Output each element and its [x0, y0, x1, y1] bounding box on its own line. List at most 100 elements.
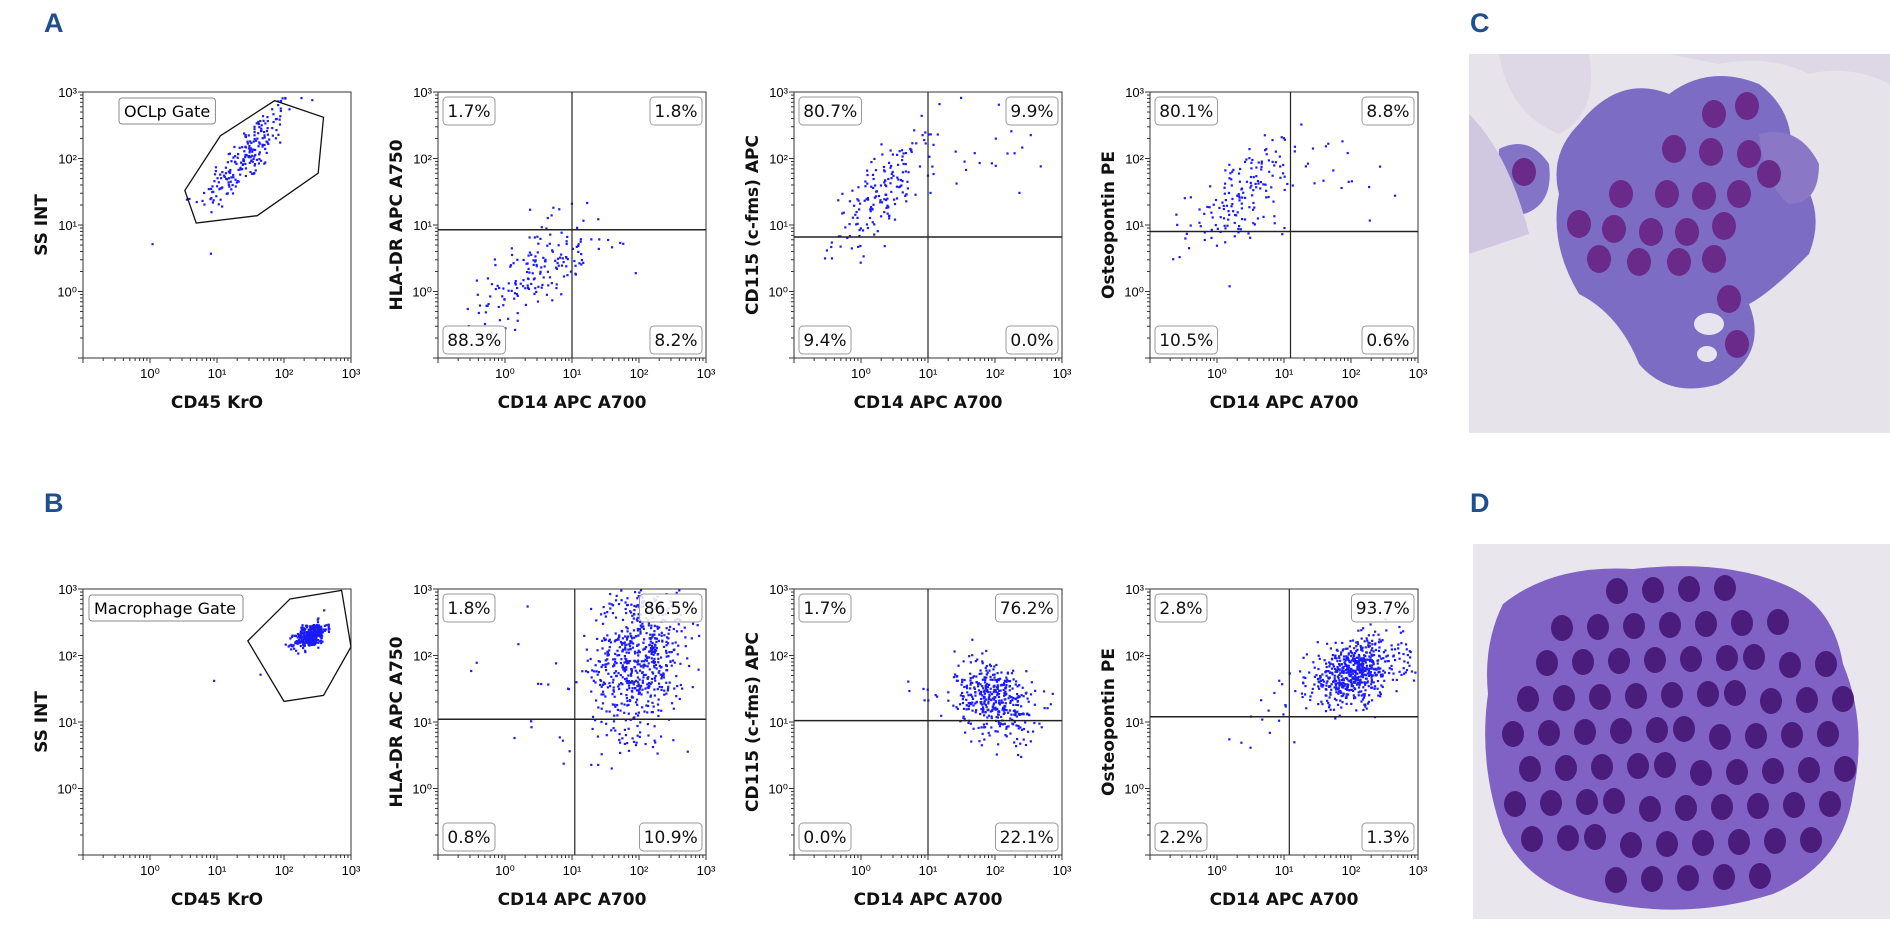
data-point [1343, 662, 1347, 665]
data-point [320, 639, 323, 642]
data-point [864, 180, 867, 183]
data-point [222, 174, 226, 177]
data-point [1378, 165, 1382, 168]
data-point [1222, 207, 1225, 211]
data-point [537, 682, 540, 685]
data-point [969, 672, 972, 675]
x-axis-label: CD14 APC A700 [498, 393, 647, 413]
data-point [1340, 683, 1343, 686]
data-point [649, 682, 652, 685]
data-point [997, 692, 1001, 696]
data-point [996, 707, 999, 711]
y-tick-label: 10⁰ [768, 782, 788, 797]
data-point [1344, 668, 1348, 672]
data-point [1265, 148, 1268, 151]
quadrant-percent-box [798, 822, 852, 852]
data-point [1338, 656, 1341, 659]
data-point [1352, 697, 1356, 700]
data-point [998, 703, 1001, 706]
data-point [979, 702, 983, 705]
data-point [1238, 196, 1241, 199]
data-point [668, 628, 671, 631]
data-point [1249, 175, 1253, 179]
data-point [317, 641, 320, 644]
data-point [651, 677, 654, 680]
data-point [185, 198, 189, 201]
data-point [1009, 699, 1012, 703]
data-point [1236, 194, 1239, 197]
data-point [597, 763, 600, 767]
data-point [1325, 662, 1328, 665]
data-point [678, 697, 681, 701]
data-point [628, 681, 631, 685]
data-point [676, 684, 679, 688]
data-point [574, 272, 577, 275]
data-point [673, 661, 676, 664]
data-point [1359, 646, 1363, 649]
data-point [618, 732, 621, 736]
data-point [610, 729, 613, 732]
data-point [1238, 225, 1241, 228]
data-point [554, 662, 558, 665]
data-point [1350, 668, 1353, 671]
nucleus [1728, 829, 1750, 855]
data-point [684, 645, 687, 648]
data-point [981, 652, 984, 655]
data-point [986, 716, 989, 719]
gate-polygon[interactable] [184, 99, 325, 224]
data-point [507, 282, 510, 285]
data-point [625, 643, 628, 646]
data-point [633, 716, 636, 719]
data-point [640, 625, 643, 628]
data-point [493, 258, 496, 261]
data-point [975, 681, 978, 684]
data-point [855, 210, 858, 214]
data-point [636, 629, 640, 632]
data-point [230, 188, 233, 191]
nucleus [1576, 789, 1598, 815]
data-point [327, 630, 331, 633]
data-point [1338, 655, 1341, 658]
gate-polygon[interactable] [247, 589, 352, 703]
quadrant-percent-box [995, 822, 1059, 852]
data-point [524, 287, 527, 290]
data-point [1226, 224, 1229, 227]
data-point [1379, 640, 1383, 643]
data-point [1364, 677, 1368, 680]
data-point [1342, 694, 1345, 697]
data-point [1355, 662, 1359, 665]
data-point [1003, 692, 1006, 695]
data-point [1362, 696, 1366, 699]
data-point [672, 707, 675, 710]
data-point [250, 154, 253, 157]
data-point [1004, 687, 1007, 690]
data-point [1371, 654, 1374, 657]
data-point [308, 644, 311, 647]
data-point [633, 666, 636, 669]
data-point [226, 161, 230, 164]
data-point [606, 658, 609, 661]
quadrant-percent-upper-left: 1.7% [447, 102, 490, 122]
nucleus [1713, 864, 1735, 890]
y-tick-label: 10³ [1125, 85, 1144, 100]
data-point [624, 648, 627, 651]
data-point [1010, 130, 1013, 133]
data-point [1291, 184, 1294, 187]
data-point [628, 699, 632, 702]
data-point [251, 150, 254, 153]
data-point [883, 170, 886, 173]
data-point [293, 647, 296, 650]
data-point [1033, 721, 1036, 725]
data-point [241, 168, 244, 171]
data-point [921, 134, 924, 137]
data-point [299, 644, 302, 648]
data-point [624, 646, 627, 649]
data-point [1346, 671, 1349, 674]
data-point [1363, 692, 1366, 696]
data-point [906, 187, 909, 190]
data-point [261, 115, 265, 118]
data-point [611, 611, 615, 615]
data-point [1034, 689, 1037, 692]
